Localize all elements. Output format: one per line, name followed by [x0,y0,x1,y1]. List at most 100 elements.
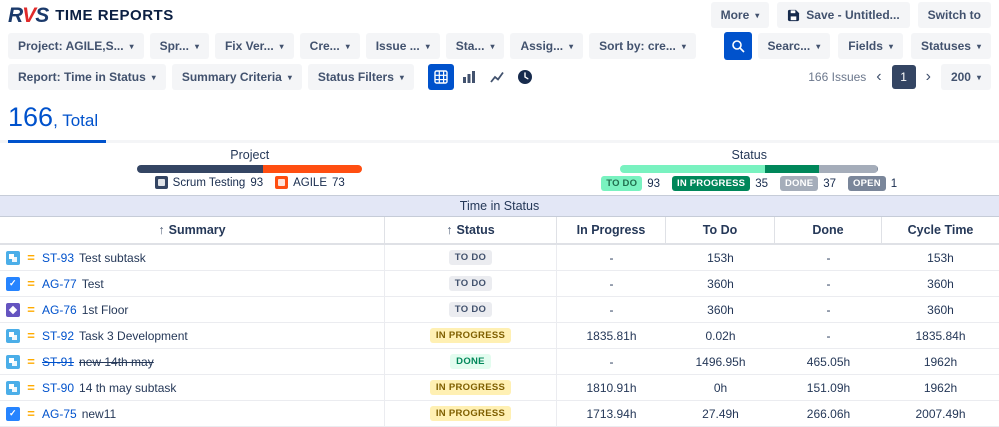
table-view-icon [434,70,448,84]
switch-to-button[interactable]: Switch to [918,2,991,28]
legend-count: 1 [891,178,897,190]
total-label: , Total [53,111,98,130]
legend-count: 37 [823,178,836,190]
logo-mark: RVS [8,5,48,26]
done-cell: - [775,251,882,265]
chevron-down-icon: ▾ [977,73,981,82]
issue-key-link[interactable]: ST-90 [42,381,74,395]
issue-key-link[interactable]: ST-91 [42,355,74,369]
to-do-cell: 360h [666,277,775,291]
chevron-down-icon: ▾ [195,42,199,51]
cycle-time-cell: 153h [882,251,999,265]
summary-column-header[interactable]: ↑Summary [0,217,385,243]
created-filter-dropdown[interactable]: Cre...▾ [300,33,360,59]
in-progress-cell: 1810.91h [557,381,666,395]
status-legend-title: Status [732,148,767,162]
bar-chart-icon [462,70,476,84]
legend-item-agile: AGILE 73 [275,176,345,189]
done-cell: - [775,277,882,291]
next-page-button[interactable]: › [924,69,933,85]
issue-key-link[interactable]: ST-93 [42,251,74,265]
tab-underline [0,140,999,143]
save-icon [787,9,800,22]
priority-medium-icon: = [25,251,37,264]
issue-key-link[interactable]: AG-77 [42,277,77,291]
sort-up-icon: ↑ [158,223,164,237]
sprint-filter-dropdown[interactable]: Spr...▾ [150,33,209,59]
chevron-down-icon: ▾ [569,42,573,51]
table-header-row: ↑Summary ↑Status In Progress To Do Done … [0,217,999,245]
in-progress-cell: - [557,251,666,265]
table-row: = ST-92 Task 3 Development IN PROGRESS 1… [0,323,999,349]
to-do-column-header[interactable]: To Do [666,217,775,243]
priority-medium-icon: = [25,329,37,342]
fix-version-filter-dropdown[interactable]: Fix Ver...▾ [215,33,294,59]
summary-cell: = ST-92 Task 3 Development [0,323,385,348]
more-button[interactable]: More ▾ [711,2,770,28]
status-cell: TO DO [385,271,557,296]
status-badge: TO DO [449,250,492,265]
sort-by-dropdown[interactable]: Sort by: cre...▾ [589,33,696,59]
summary-cell: = ST-91 new 14th may [0,349,385,374]
issue-type-filter-dropdown[interactable]: Issue ...▾ [366,33,440,59]
status-filters-dropdown[interactable]: Status Filters▾ [308,64,414,90]
project-color-chip [155,176,168,189]
status-column-header[interactable]: ↑Status [385,217,557,243]
legend-count: 93 [647,178,660,190]
cycle-time-cell: 1835.84h [882,329,999,343]
in-progress-column-header[interactable]: In Progress [557,217,666,243]
chevron-down-icon: ▾ [288,73,292,82]
status-filter-dropdown[interactable]: Sta...▾ [446,33,505,59]
search-icon [731,39,745,53]
page-size-dropdown[interactable]: 200▾ [941,64,991,90]
cycle-time-column-header[interactable]: Cycle Time [882,217,999,243]
legend-label: AGILE [293,177,327,189]
project-bar-segment [263,165,362,173]
chevron-down-icon: ▾ [490,42,494,51]
priority-medium-icon: = [25,277,37,290]
subtask-icon [6,381,20,395]
line-chart-view-button[interactable] [484,64,510,90]
status-bar-segment [877,165,879,173]
current-page-button[interactable]: 1 [892,65,916,89]
status-badge: IN PROGRESS [430,328,511,343]
project-bar-segment [137,165,263,173]
legend-count: 73 [332,177,345,189]
issue-summary: Task 3 Development [79,329,188,343]
status-cell: IN PROGRESS [385,323,557,348]
top-bar: RVS TIME REPORTS More ▾ Save - Untitled.… [0,0,999,30]
status-distribution-bar [620,165,878,173]
save-button[interactable]: Save - Untitled... [777,2,909,28]
issue-key-link[interactable]: AG-76 [42,303,77,317]
chevron-down-icon: ▾ [346,42,350,51]
time-view-button[interactable] [512,64,538,90]
clock-icon [517,69,533,85]
assignee-filter-dropdown[interactable]: Assig...▾ [510,33,583,59]
legend-item-done: DONE 37 [780,176,836,191]
chevron-down-icon: ▾ [816,42,820,51]
todo-status-chip: TO DO [601,176,642,191]
project-legend-title: Project [230,148,269,162]
search-button[interactable] [724,32,752,60]
project-filter-dropdown[interactable]: Project: AGILE,S...▾ [8,33,144,59]
to-do-cell: 0h [666,381,775,395]
report-type-dropdown[interactable]: Report: Time in Status▾ [8,64,166,90]
fields-dropdown[interactable]: Fields▾ [838,33,903,59]
summary-criteria-dropdown[interactable]: Summary Criteria▾ [172,64,302,90]
search-text-dropdown[interactable]: Searc...▾ [758,33,831,59]
to-do-cell: 1496.95h [666,355,775,369]
done-cell: 151.09h [775,381,882,395]
to-do-cell: 360h [666,303,775,317]
bar-chart-view-button[interactable] [456,64,482,90]
table-view-button[interactable] [428,64,454,90]
chevron-down-icon: ▾ [682,42,686,51]
previous-page-button[interactable]: ‹ [874,69,883,85]
status-badge: DONE [450,354,491,369]
issue-key-link[interactable]: ST-92 [42,329,74,343]
chevron-down-icon: ▾ [280,42,284,51]
done-column-header[interactable]: Done [775,217,882,243]
legend-item-scrum-testing: Scrum Testing 93 [155,176,263,189]
statuses-dropdown[interactable]: Statuses▾ [911,33,991,59]
table-row: = AG-76 1st Floor TO DO - 360h - 360h [0,297,999,323]
in-progress-cell: - [557,355,666,369]
